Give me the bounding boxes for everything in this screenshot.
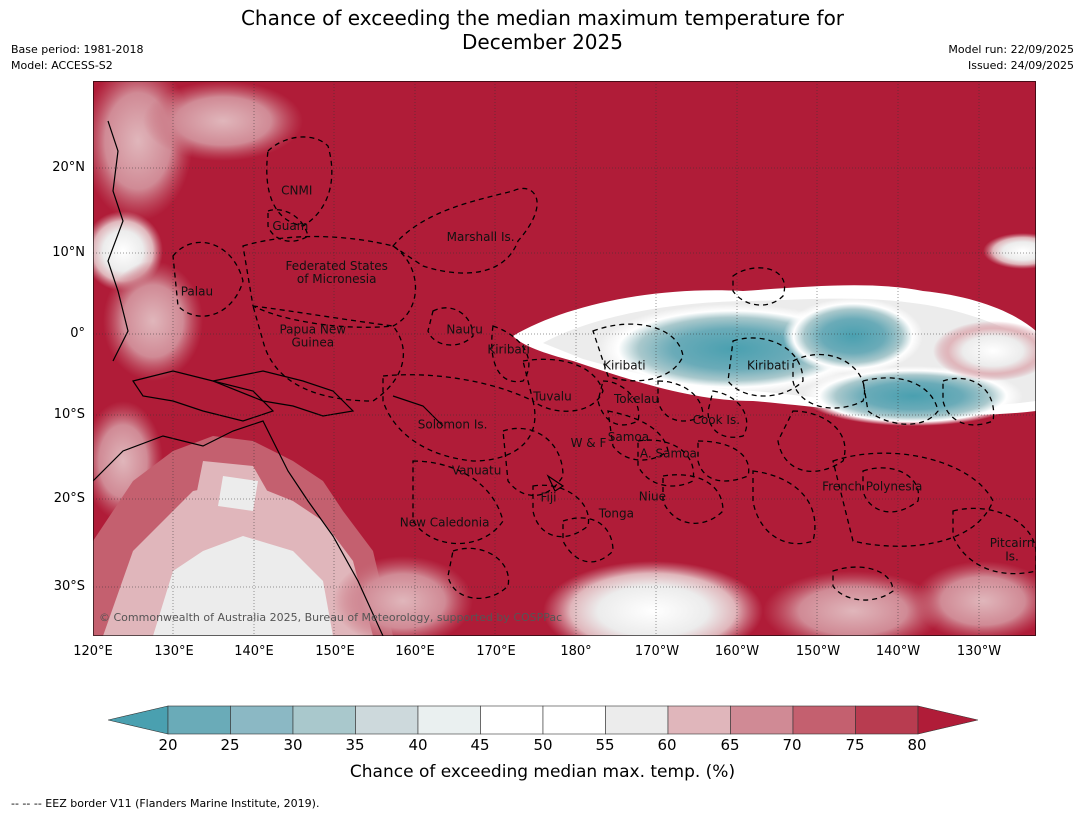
equatorial-band — [513, 233, 1036, 426]
lon-tick-140e: 140°E — [234, 644, 274, 659]
colorbar-high-extend — [917, 705, 978, 735]
colorbar-low-extend — [108, 705, 169, 735]
coastlines — [93, 120, 565, 636]
region-label: Pitcairn — [990, 536, 1035, 550]
region-label: Vanuatu — [452, 464, 502, 478]
model-run: Model run: 22/09/2025 — [948, 43, 1074, 56]
lon-tick-150w: 150°W — [795, 644, 841, 659]
cbar-tick-60: 60 — [657, 736, 677, 754]
colorbar-segment — [605, 705, 669, 735]
cbar-tick-55: 55 — [595, 736, 615, 754]
lon-tick-160e: 160°E — [395, 644, 435, 659]
colorbar-segment — [855, 705, 919, 735]
region-label: Niue — [639, 490, 666, 504]
region-label: Tuvalu — [532, 390, 572, 404]
colorbar — [108, 705, 978, 735]
model-name: Model: ACCESS-S2 — [11, 59, 113, 72]
region-label: Nauru — [446, 322, 482, 336]
cbar-tick-35: 35 — [345, 736, 365, 754]
title-line-2: December 2025 — [462, 30, 623, 54]
colorbar-segment — [417, 705, 481, 735]
region-label: W & F — [571, 436, 607, 450]
cbar-tick-45: 45 — [470, 736, 490, 754]
region-label: Marshall Is. — [447, 230, 515, 244]
region-label: A. Samoa — [640, 447, 697, 461]
title-line-1: Chance of exceeding the median maximum t… — [240, 6, 845, 30]
lat-tick-10s: 10°S — [53, 407, 85, 422]
lat-tick-20s: 20°S — [53, 491, 85, 506]
eez-borders — [172, 136, 1036, 601]
map-title: Chance of exceeding the median maximum t… — [0, 6, 1085, 54]
lon-tick-130e: 130°E — [154, 644, 194, 659]
lon-tick-120e: 120°E — [73, 644, 113, 659]
base-period: Base period: 1981-2018 — [11, 43, 144, 56]
lon-tick-130w: 130°W — [956, 644, 1002, 659]
cbar-tick-25: 25 — [220, 736, 240, 754]
colorbar-segment — [292, 705, 356, 735]
lat-tick-30s: 30°S — [53, 579, 85, 594]
colorbar-segment — [355, 705, 419, 735]
region-label: French Polynesia — [822, 480, 922, 494]
lat-tick-10n: 10°N — [52, 245, 85, 260]
region-label: Kiribati — [487, 343, 529, 357]
region-label: Kiribati — [747, 358, 789, 372]
cbar-tick-65: 65 — [720, 736, 740, 754]
meta-left: Base period: 1981-2018 Model: ACCESS-S2 — [11, 42, 143, 74]
region-label: of Micronesia — [297, 272, 377, 286]
region-label: Kiribati — [603, 358, 645, 372]
region-label: Federated States — [285, 259, 387, 273]
lon-tick-170w: 170°W — [634, 644, 680, 659]
lon-tick-160w: 160°W — [714, 644, 760, 659]
australia-region — [93, 436, 1036, 636]
region-label: Solomon Is. — [418, 417, 488, 431]
lat-tick-20n: 20°N — [52, 160, 85, 175]
region-label: Cook Is. — [693, 413, 740, 427]
issued-date: Issued: 24/09/2025 — [967, 59, 1074, 72]
region-label: Is. — [1005, 549, 1019, 563]
colorbar-label: Chance of exceeding median max. temp. (%… — [349, 762, 736, 782]
region-label: Samoa — [608, 430, 649, 444]
lon-tick-180: 180° — [560, 644, 592, 659]
lon-tick-170e: 170°E — [476, 644, 516, 659]
lat-tick-0: 0° — [70, 326, 85, 341]
cbar-tick-20: 20 — [158, 736, 178, 754]
copyright-notice: © Commonwealth of Australia 2025, Bureau… — [99, 611, 562, 624]
region-label: Guam — [272, 219, 308, 233]
graticule — [93, 81, 1036, 636]
colorbar-segment — [167, 705, 231, 735]
cbar-tick-40: 40 — [408, 736, 428, 754]
region-label: CNMI — [281, 184, 312, 198]
region-label: Palau — [181, 284, 213, 298]
cbar-tick-75: 75 — [845, 736, 865, 754]
cbar-tick-50: 50 — [533, 736, 553, 754]
region-label: Tokelau — [613, 392, 659, 406]
meta-right: Model run: 22/09/2025 Issued: 24/09/2025 — [948, 42, 1074, 74]
region-label: Tonga — [598, 506, 634, 520]
cbar-tick-30: 30 — [283, 736, 303, 754]
region-label: Fiji — [540, 491, 556, 505]
colorbar-segment — [542, 705, 606, 735]
colorbar-segment — [730, 705, 794, 735]
cbar-tick-80: 80 — [907, 736, 927, 754]
colorbar-segment — [792, 705, 856, 735]
region-label: New Caledonia — [400, 516, 490, 530]
cbar-tick-70: 70 — [782, 736, 802, 754]
colorbar-segment — [230, 705, 294, 735]
colorbar-segment — [667, 705, 731, 735]
eez-footnote: -- -- -- EEZ border V11 (Flanders Marine… — [11, 797, 320, 810]
lon-tick-140w: 140°W — [875, 644, 921, 659]
map-frame — [93, 81, 1036, 636]
lon-tick-150e: 150°E — [315, 644, 355, 659]
colorbar-segment — [480, 705, 544, 735]
region-label: Guinea — [292, 336, 335, 350]
region-label: Papua New — [279, 322, 346, 336]
